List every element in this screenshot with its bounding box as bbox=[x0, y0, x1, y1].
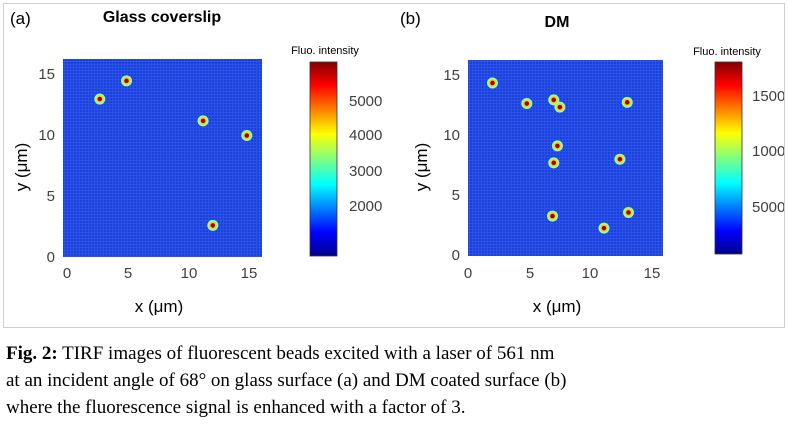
y-tick-label: 0 bbox=[47, 249, 55, 266]
panel-title-a: Glass coverslip bbox=[103, 9, 222, 26]
panel-b: (b) DM y (μm) x (μm) 15 10 5 0 0 5 10 15… bbox=[400, 9, 785, 316]
bead-spot bbox=[624, 100, 630, 105]
x-tick-label: 15 bbox=[241, 265, 258, 282]
bead-spots-a bbox=[94, 75, 253, 231]
bead-spot bbox=[210, 223, 216, 228]
colorbar-ticks-a: 5000 4000 3000 2000 bbox=[349, 93, 382, 215]
colorbar-tick-label: 2000 bbox=[349, 198, 382, 215]
x-tick-label: 10 bbox=[582, 265, 599, 282]
bead-spot bbox=[551, 160, 557, 166]
colorbar-a bbox=[309, 61, 338, 257]
y-axis-label-b: y (μm) bbox=[412, 143, 431, 192]
y-tick-label: 10 bbox=[443, 127, 460, 144]
bead-spot bbox=[200, 118, 206, 124]
figure: (a) Glass coverslip y (μm) x (μm) 15 10 … bbox=[3, 3, 785, 328]
bead-spot bbox=[524, 101, 530, 106]
bead-spot bbox=[617, 156, 623, 162]
caption-text-1: TIRF images of fluorescent beads excited… bbox=[57, 343, 555, 364]
colorbar-tick-label: 5000 bbox=[752, 199, 785, 216]
caption-lead: Fig. 2: bbox=[6, 343, 58, 364]
figure-caption: Fig. 2: TIRF images of fluorescent beads… bbox=[6, 340, 786, 421]
panel-a: (a) Glass coverslip y (μm) x (μm) 15 10 … bbox=[10, 9, 382, 316]
x-tick-label: 5 bbox=[124, 265, 132, 282]
axis-ticks-a: 15 10 5 0 0 5 10 15 bbox=[38, 66, 257, 282]
panel-tag-a: (a) bbox=[10, 9, 31, 28]
x-axis-label-b: x (μm) bbox=[533, 297, 582, 316]
y-tick-label: 15 bbox=[38, 66, 55, 83]
y-tick-label: 15 bbox=[443, 67, 460, 84]
colorbar-label-b: Fluo. intensity bbox=[693, 46, 761, 58]
panel-title-b: DM bbox=[545, 14, 570, 31]
y-tick-label: 5 bbox=[47, 188, 55, 205]
panel-tag-b: (b) bbox=[400, 9, 421, 28]
colorbar-tick-label: 15000 bbox=[752, 88, 785, 105]
bead-spot bbox=[124, 78, 129, 84]
y-tick-label: 5 bbox=[452, 187, 460, 204]
x-tick-label: 0 bbox=[63, 265, 71, 282]
x-tick-label: 15 bbox=[644, 265, 661, 282]
y-tick-label: 10 bbox=[38, 127, 55, 144]
colorbar-tick-label: 3000 bbox=[349, 163, 382, 180]
colorbar-label-a: Fluo. intensity bbox=[291, 45, 359, 57]
caption-line-1: Fig. 2: TIRF images of fluorescent beads… bbox=[6, 340, 786, 367]
colorbar-b bbox=[714, 61, 743, 255]
image-plot-b bbox=[468, 60, 663, 256]
bead-spot bbox=[557, 104, 563, 110]
x-tick-label: 5 bbox=[526, 265, 534, 282]
x-tick-label: 0 bbox=[464, 265, 472, 282]
caption-line-3: where the fluorescence signal is enhance… bbox=[6, 397, 466, 418]
axis-ticks-b: 15 10 5 0 0 5 10 15 bbox=[443, 67, 660, 282]
colorbar-ticks-b: 15000 10000 5000 bbox=[752, 88, 785, 216]
x-axis-label-a: x (μm) bbox=[135, 297, 184, 316]
bead-spot bbox=[601, 225, 607, 231]
bead-spots-b bbox=[487, 77, 634, 234]
bead-spot bbox=[626, 210, 631, 215]
x-tick-label: 10 bbox=[181, 265, 198, 282]
caption-line-2: at an incident angle of 68° on glass sur… bbox=[6, 370, 567, 391]
colorbar-tick-label: 4000 bbox=[349, 127, 382, 144]
bead-spot bbox=[97, 96, 103, 102]
y-axis-label-a: y (μm) bbox=[12, 143, 31, 192]
bead-spot bbox=[550, 213, 555, 219]
bead-spot bbox=[555, 143, 560, 149]
colorbar-tick-label: 5000 bbox=[349, 93, 382, 110]
image-plot-a bbox=[63, 59, 262, 257]
bead-spot bbox=[551, 97, 557, 103]
y-tick-label: 0 bbox=[452, 247, 460, 264]
bead-spot bbox=[244, 133, 250, 138]
colorbar-tick-label: 10000 bbox=[752, 143, 785, 160]
bead-spot bbox=[490, 80, 495, 86]
